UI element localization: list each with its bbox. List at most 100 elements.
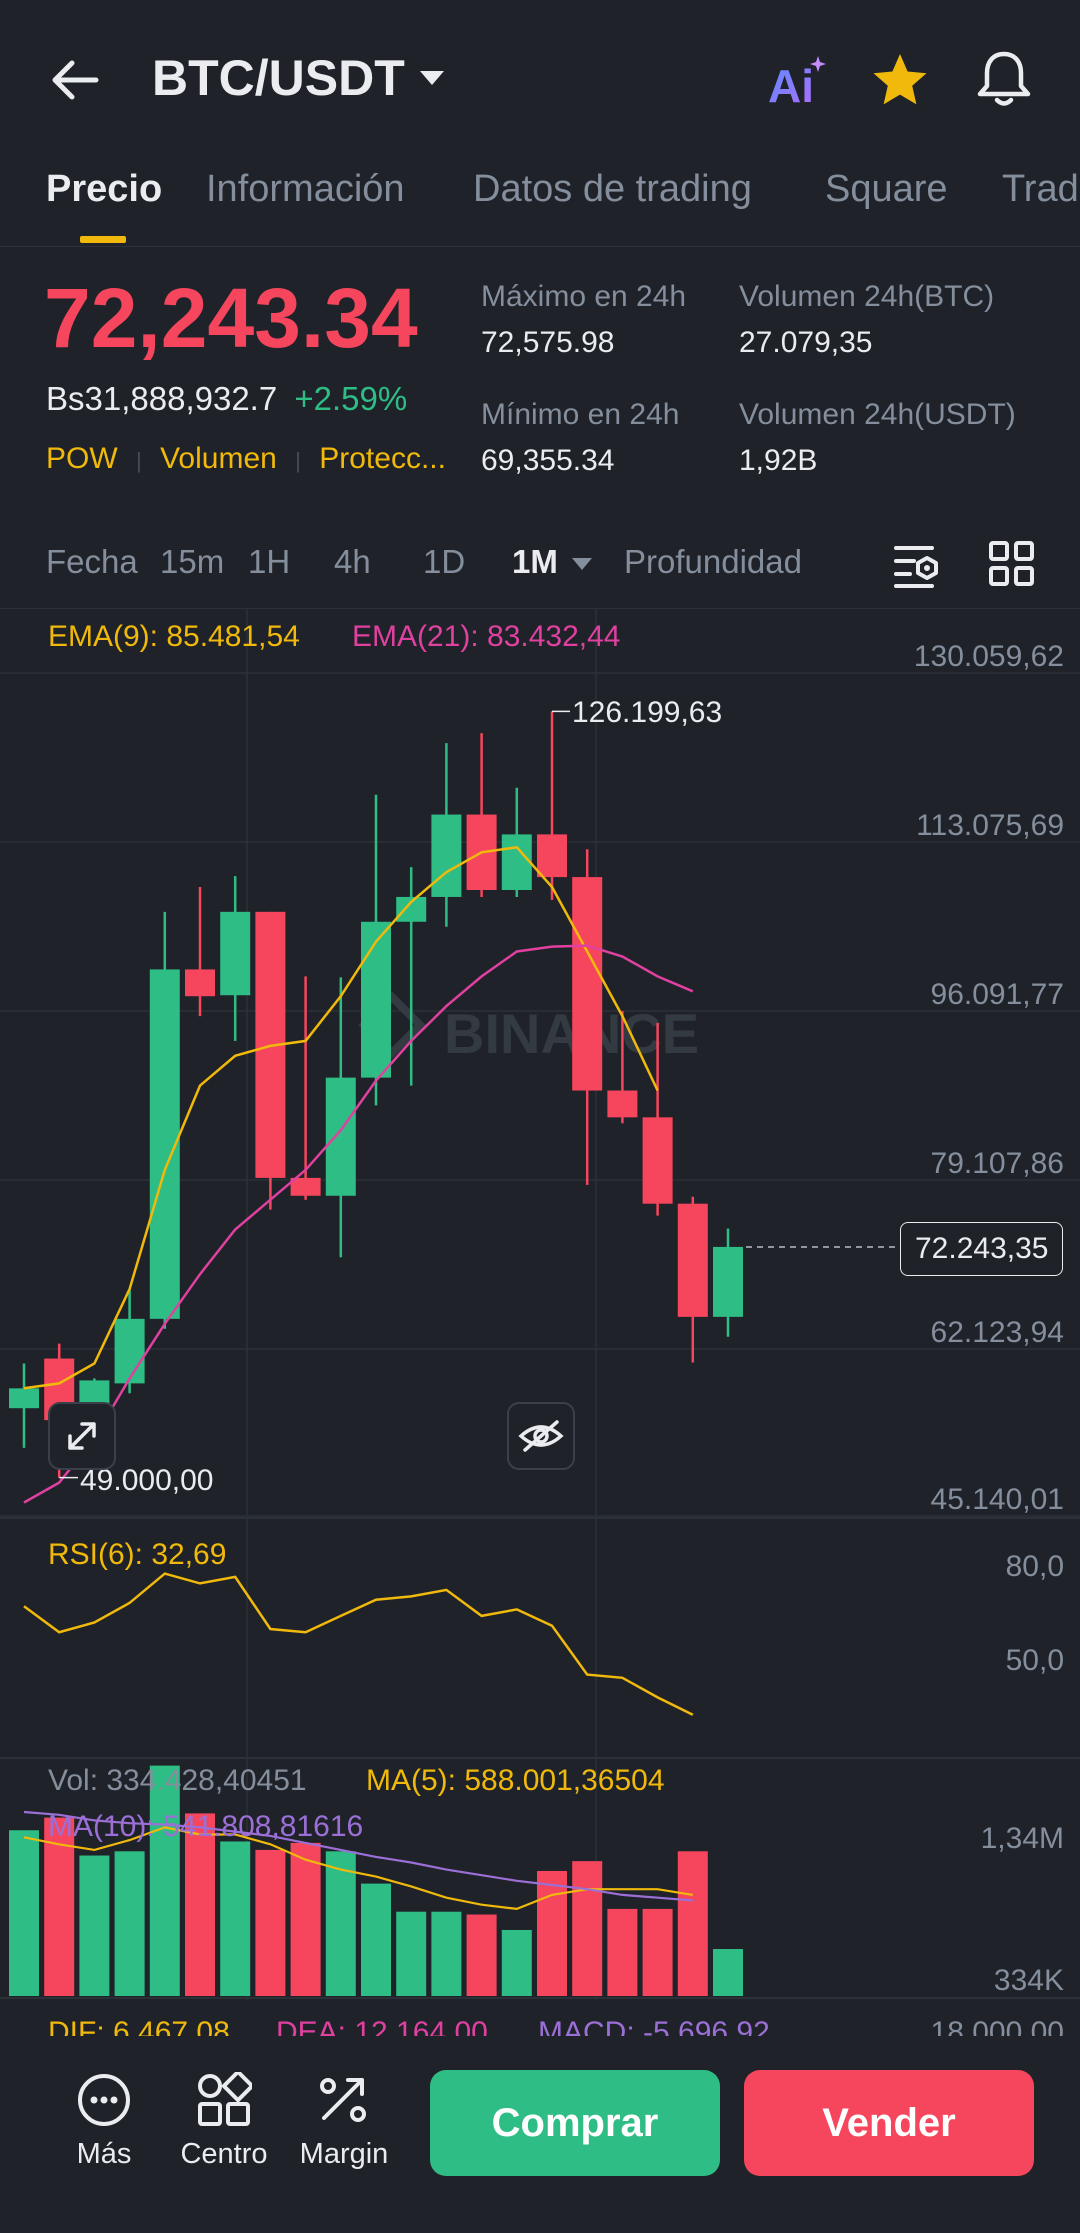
layout-grid-icon[interactable] [988,540,1036,588]
timeframe-15m[interactable]: 15m [160,543,225,580]
last-price: 72,243.34 [44,271,418,365]
center-button[interactable]: Centro [164,2070,284,2190]
favorite-star-icon[interactable] [870,50,930,110]
rsi-line [23,1572,694,1716]
current-price-tag[interactable]: 72.243,35 [900,1222,1064,1276]
tab-informacion[interactable]: Información [206,168,405,210]
volume-axis-label: 334K [993,1964,1064,1997]
volume-bar [44,1817,75,1996]
local-currency-price: Bs31,888,932.7 [46,380,278,417]
margin-button[interactable]: Margin [284,2070,404,2190]
svg-text:Ai: Ai [768,60,814,110]
caret-down-icon [572,558,592,570]
candle-body [9,1388,39,1409]
timeframe-1m[interactable]: 1M [512,543,558,580]
timeframe-1d[interactable]: 1D [423,543,466,580]
timeframe-4h[interactable]: 4h [334,543,371,580]
tag-proteccion[interactable]: Protecc... [319,442,446,475]
timeframe-1h[interactable]: 1H [248,543,291,580]
candle-body [361,921,391,1078]
high-price-marker: 126.199,63 [572,696,723,729]
buy-button[interactable]: Comprar [430,2070,720,2176]
timeframe-fecha[interactable]: Fecha [46,543,138,580]
price-change-percent: +2.59% [294,380,408,417]
volume-bar [537,1870,567,1996]
sell-button[interactable]: Vender [744,2070,1034,2176]
margin-icon [320,2078,366,2122]
hide-indicators-button[interactable] [507,1402,575,1470]
volume-bar [466,1914,497,1996]
volume-bar [325,1851,356,1996]
pair-selector[interactable]: BTC/USDT [152,46,447,110]
divider [0,608,1080,609]
active-tab-indicator [80,236,126,243]
candle-body [713,1246,743,1317]
candle-body [325,1077,356,1196]
candle-body [642,1117,673,1204]
eye-off-icon [518,1420,564,1452]
candle-body [185,969,215,997]
ema21-line [23,944,694,1504]
low-24h-label: Mínimo en 24h [481,398,680,431]
volume-bar [501,1929,532,1996]
volume-bar [9,1830,39,1996]
candle-body [537,834,567,878]
low-24h-value: 69,355.34 [481,444,615,477]
top-bar: BTC/USDT Ai [0,0,1080,150]
price-axis-label: 96.091,77 [930,978,1064,1011]
volume-bar [290,1842,321,1996]
high-24h-value: 72,575.98 [481,326,615,359]
section-tabs: Precio Información Datos de trading Squa… [0,150,1080,247]
pair-title: BTC/USDT [152,50,405,106]
tab-trading[interactable]: Trad [1002,168,1079,210]
center-label: Centro [180,2138,268,2170]
notification-bell-icon[interactable] [974,48,1034,110]
ema9-label: EMA(9): 85.481,54 [48,620,300,653]
volume-bar [149,1765,180,1996]
chart-settings-icon[interactable] [892,540,942,590]
tab-datos-de-trading[interactable]: Datos de trading [473,168,752,210]
volume-usdt-value: 1,92B [739,444,818,477]
price-axis-label: 79.107,86 [930,1147,1064,1180]
fullscreen-button[interactable] [48,1402,116,1470]
candlestick-chart[interactable]: BINANCE [0,608,1080,2040]
price-markers [59,710,900,1479]
volume-bar [642,1908,673,1996]
rsi-axis-label: 80,0 [1005,1550,1064,1583]
volume-label: Vol: 334.428,40451 [48,1764,307,1797]
more-label: Más [76,2138,132,2170]
macd-axis-label: 18.000,00 [930,2016,1064,2036]
tag-volumen[interactable]: Volumen [160,442,277,475]
volume-bar [185,1813,215,1996]
volume-bar [572,1861,603,1996]
candle-body [290,1177,321,1196]
tag-pow[interactable]: POW [46,442,118,475]
candle-body [572,877,603,1091]
more-button[interactable]: Más [44,2070,164,2190]
expand-icon [68,1422,96,1450]
volume-ma5-line [23,1826,693,1911]
tab-square[interactable]: Square [825,168,948,210]
volume-bar [713,1949,743,1996]
candle-body [431,814,462,897]
volume-ma5-label: MA(5): 588.001,36504 [366,1764,665,1797]
candle-body [114,1318,145,1384]
volume-bar [114,1851,145,1996]
volume-bar [361,1883,391,1996]
price-axis-label: 113.075,69 [916,809,1064,842]
candle-body [607,1090,638,1118]
rsi-label: RSI(6): 32,69 [48,1538,227,1571]
volume-bar [220,1841,251,1996]
ema9-line [23,845,659,1390]
volume-bar [431,1911,462,1996]
candle-body [220,911,251,996]
back-arrow-icon[interactable] [46,50,106,110]
price-axis-label: 62.123,94 [930,1316,1064,1349]
ema21-label: EMA(21): 83.432,44 [352,620,621,653]
macd-header: DIF: 6.467,08 DEA: 12.164,00 MACD: -5.69… [0,2000,1080,2036]
binance-watermark: BINANCE [444,1002,699,1065]
ai-icon[interactable]: Ai [766,50,830,112]
tab-precio[interactable]: Precio [46,168,163,210]
tag-separator: | [295,448,301,473]
timeframe-profundidad[interactable]: Profundidad [624,543,802,580]
